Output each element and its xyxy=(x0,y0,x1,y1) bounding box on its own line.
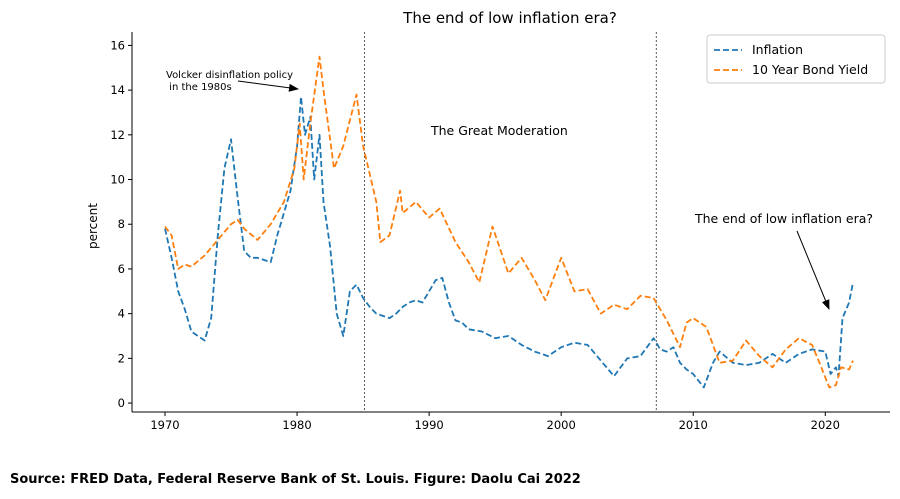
legend-label-bond-yield: 10 Year Bond Yield xyxy=(752,62,868,77)
y-tick-label: 6 xyxy=(118,262,125,276)
svg-text:Volcker disinflation policy: Volcker disinflation policy xyxy=(166,70,293,81)
annotation-volcker: Volcker disinflation policy in the 1980s xyxy=(166,70,299,93)
y-tick-label: 16 xyxy=(110,38,125,52)
y-tick-label: 12 xyxy=(110,128,125,142)
svg-text:The end of low inflation era?: The end of low inflation era? xyxy=(694,211,873,226)
y-tick-label: 0 xyxy=(118,396,125,410)
y-tick-label: 8 xyxy=(118,217,125,231)
legend: Inflation 10 Year Bond Yield xyxy=(706,34,886,84)
source-caption: Source: FRED Data, Federal Reserve Bank … xyxy=(10,472,581,487)
x-tick-label: 1970 xyxy=(150,418,179,432)
y-tick-label: 10 xyxy=(110,173,125,187)
y-tick-label: 14 xyxy=(110,83,125,97)
x-tick-label: 2020 xyxy=(811,418,840,432)
chart-title: The end of low inflation era? xyxy=(402,9,617,27)
svg-text:in the 1980s: in the 1980s xyxy=(166,82,232,93)
annotation-end-low-inflation: The end of low inflation era? xyxy=(694,211,873,310)
series-line-bond-yield xyxy=(164,55,854,389)
y-tick-label: 4 xyxy=(118,307,125,321)
annotation-great-moderation: The Great Moderation xyxy=(430,123,568,138)
x-tick-label: 1980 xyxy=(282,418,311,432)
y-tick-label: 2 xyxy=(118,351,125,365)
y-axis-label: percent xyxy=(86,203,100,249)
x-tick-label: 2010 xyxy=(679,418,708,432)
x-tick-label: 2000 xyxy=(547,418,576,432)
series-line-inflation xyxy=(164,95,854,389)
x-tick-label: 1990 xyxy=(414,418,443,432)
legend-label-inflation: Inflation xyxy=(752,42,803,57)
